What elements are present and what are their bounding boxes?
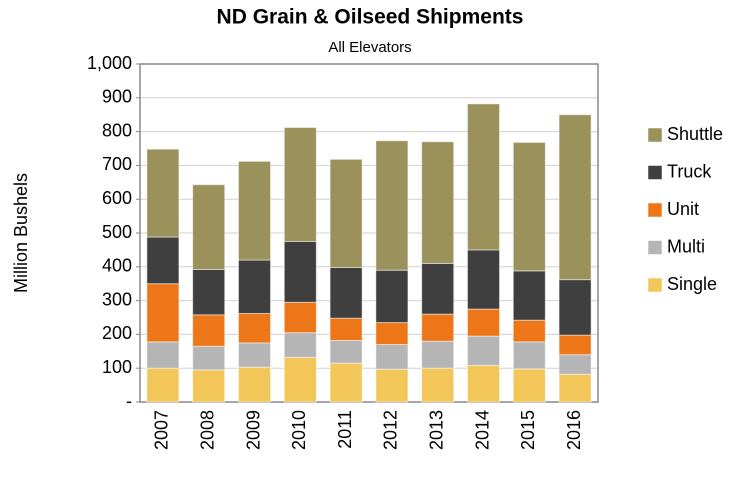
x-tick-label: 2010 bbox=[289, 410, 309, 450]
legend-label: Multi bbox=[667, 236, 705, 256]
y-tick-label: 100 bbox=[102, 357, 132, 377]
bar-segment bbox=[466, 249, 501, 310]
bar-segment bbox=[421, 141, 455, 264]
legend-label: Single bbox=[667, 274, 717, 294]
bar-segment bbox=[421, 340, 455, 369]
bar-segment bbox=[558, 334, 592, 356]
bar-segment bbox=[466, 335, 501, 366]
x-tick-label: 2014 bbox=[472, 410, 492, 450]
bar-segment bbox=[512, 270, 546, 321]
y-tick-label: 300 bbox=[102, 289, 132, 309]
bar-segment bbox=[192, 269, 226, 316]
bar-segment bbox=[512, 319, 546, 343]
bar-segment bbox=[375, 140, 409, 271]
bar-segment bbox=[512, 141, 546, 272]
bar-segment bbox=[329, 362, 363, 403]
y-tick-label: 900 bbox=[102, 87, 132, 107]
bar-segment bbox=[421, 367, 455, 403]
y-axis-label: Million Bushels bbox=[11, 173, 31, 293]
bar-segment bbox=[283, 240, 317, 303]
y-tick-label: - bbox=[126, 391, 132, 411]
bar-segment bbox=[466, 103, 501, 251]
bar-segment bbox=[237, 366, 272, 403]
bar-segment bbox=[558, 354, 592, 375]
bar-segment bbox=[192, 345, 226, 371]
y-tick-label: 1,000 bbox=[87, 53, 132, 73]
y-tick-label: 500 bbox=[102, 222, 132, 242]
x-tick-label: 2008 bbox=[197, 410, 217, 450]
bar-segment bbox=[375, 368, 409, 403]
legend-swatch bbox=[647, 240, 663, 255]
bar-segment bbox=[558, 373, 592, 403]
bar-segment bbox=[192, 369, 226, 403]
legend-swatch bbox=[647, 202, 663, 218]
x-tick-label: 2013 bbox=[426, 410, 446, 450]
legend-swatch bbox=[647, 277, 663, 293]
y-tick-label: 200 bbox=[102, 323, 132, 343]
plot-border bbox=[139, 63, 599, 403]
x-tick-label: 2007 bbox=[152, 410, 172, 450]
bar-segment bbox=[192, 184, 226, 271]
bar-segment bbox=[146, 148, 180, 238]
bar-segment bbox=[375, 322, 409, 346]
bar-segment bbox=[512, 341, 546, 370]
bar-segment bbox=[237, 312, 272, 344]
legend-swatch bbox=[647, 127, 663, 143]
y-tick-label: 700 bbox=[102, 154, 132, 174]
bar-segment bbox=[283, 301, 317, 334]
bar-segment bbox=[329, 339, 363, 364]
bar-segment bbox=[329, 158, 363, 268]
bar-segment bbox=[558, 114, 592, 281]
bar-segment bbox=[375, 344, 409, 370]
x-tick-label: 2012 bbox=[381, 410, 401, 450]
bar-segment bbox=[466, 308, 501, 337]
y-tick-label: 400 bbox=[102, 256, 132, 276]
bar-segment bbox=[421, 262, 455, 315]
bar-segment bbox=[146, 283, 180, 343]
legend-label: Shuttle bbox=[667, 124, 723, 144]
chart-title: ND Grain & Oilseed Shipments bbox=[217, 6, 524, 29]
bar-segment bbox=[421, 313, 455, 342]
bar-segment bbox=[466, 364, 501, 403]
y-tick-label: 800 bbox=[102, 120, 132, 140]
chart-subtitle: All Elevators bbox=[328, 39, 411, 56]
bar-segment bbox=[192, 314, 226, 347]
bar-segment bbox=[237, 342, 272, 368]
legend-swatch bbox=[647, 165, 663, 180]
legend-label: Unit bbox=[667, 199, 699, 219]
bar-segment bbox=[329, 317, 363, 341]
x-tick-label: 2011 bbox=[335, 410, 355, 449]
bar-segment bbox=[375, 269, 409, 324]
bar-segment bbox=[146, 341, 180, 369]
bar-segment bbox=[512, 368, 546, 403]
x-tick-label: 2009 bbox=[243, 410, 263, 450]
bar-segment bbox=[283, 332, 317, 358]
bar-segment bbox=[283, 356, 317, 403]
bar-segment bbox=[558, 279, 592, 336]
bar-segment bbox=[146, 367, 180, 403]
legend-label: Truck bbox=[667, 161, 712, 181]
bar-segment bbox=[237, 259, 272, 314]
bar-segment bbox=[237, 160, 272, 261]
bar-segment bbox=[146, 236, 180, 285]
x-tick-label: 2016 bbox=[564, 410, 584, 450]
bar-segment bbox=[329, 266, 363, 319]
bar-segment bbox=[283, 127, 317, 242]
x-tick-label: 2015 bbox=[518, 410, 538, 450]
y-tick-label: 600 bbox=[102, 188, 132, 208]
